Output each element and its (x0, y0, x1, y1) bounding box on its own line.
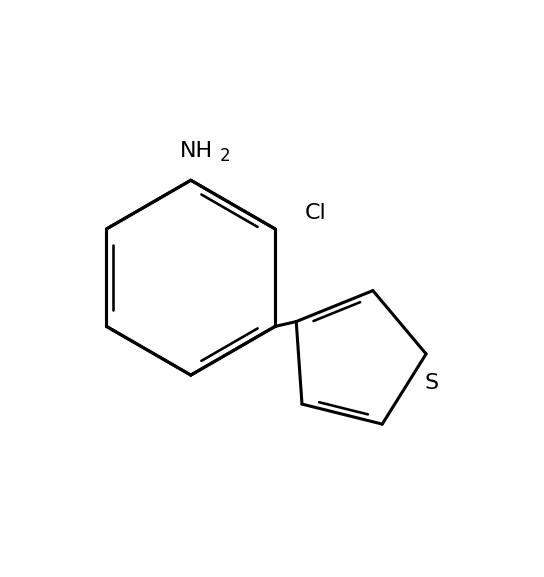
Text: NH: NH (180, 141, 213, 162)
Text: Cl: Cl (305, 203, 327, 223)
Text: S: S (424, 373, 438, 393)
Text: 2: 2 (220, 147, 230, 165)
